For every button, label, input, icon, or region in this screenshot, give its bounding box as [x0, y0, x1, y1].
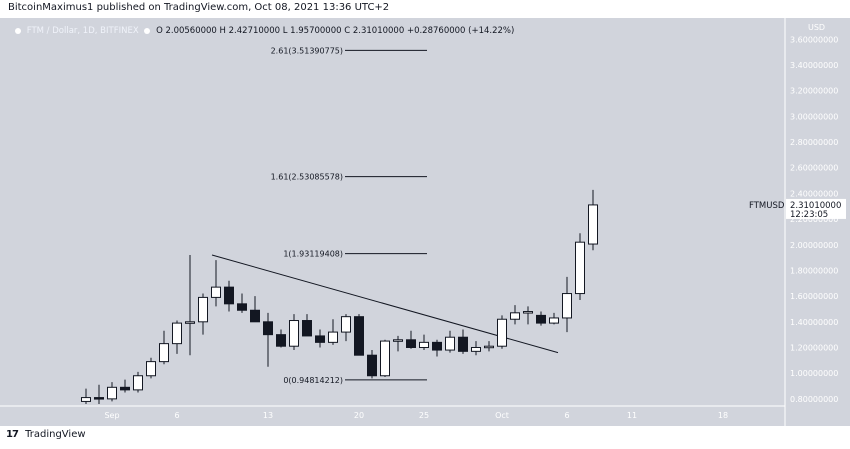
- footer-brand: TradingView: [25, 429, 86, 440]
- x-tick-label: 6: [564, 411, 569, 420]
- candle-body[interactable]: [224, 286, 234, 305]
- footer: 17 TradingView: [6, 429, 86, 440]
- candle-body[interactable]: [393, 339, 403, 342]
- candle-body[interactable]: [406, 339, 416, 348]
- legend-low: L 1.95700000: [282, 26, 342, 36]
- candle-body[interactable]: [497, 318, 507, 347]
- legend-change: +0.28760000 (+14.22%): [406, 26, 515, 36]
- candle-body[interactable]: [250, 309, 260, 323]
- y-tick-label: 2.40000000: [790, 189, 838, 198]
- candle-body[interactable]: [510, 312, 520, 320]
- candle-body[interactable]: [575, 241, 585, 295]
- y-axis-unit-label: USD: [808, 23, 825, 32]
- publisher-line: BitcoinMaximus1 published on TradingView…: [8, 2, 390, 13]
- candle-body[interactable]: [302, 320, 312, 337]
- legend-close: C 2.31010000: [344, 26, 405, 36]
- x-tick-label: Sep: [104, 411, 119, 420]
- candle-body[interactable]: [380, 340, 390, 377]
- fib-level-label: 1.61(2.53085578): [271, 173, 343, 182]
- chart-legend: FTM / Dollar, 1D, BITFINEX O 2.00560000 …: [12, 26, 514, 36]
- x-tick-label: 20: [354, 411, 364, 420]
- y-tick-label: 3.20000000: [790, 87, 838, 96]
- x-tick-label: 13: [263, 411, 273, 420]
- candle-body[interactable]: [172, 322, 182, 345]
- candle-body[interactable]: [133, 375, 143, 391]
- candle-body[interactable]: [81, 397, 91, 402]
- candle-body[interactable]: [588, 204, 598, 245]
- candle-body[interactable]: [523, 311, 533, 314]
- candle-body[interactable]: [211, 286, 221, 298]
- y-tick-label: 2.20000000: [790, 215, 838, 224]
- candle-body[interactable]: [315, 335, 325, 343]
- candle-body[interactable]: [263, 321, 273, 336]
- candle-body[interactable]: [159, 343, 169, 363]
- fib-level-label: 1(1.93119408): [283, 250, 343, 259]
- candle-body[interactable]: [328, 331, 338, 343]
- candle-body[interactable]: [185, 321, 195, 324]
- candle-body[interactable]: [536, 314, 546, 324]
- y-tick-label: 3.40000000: [790, 61, 838, 70]
- x-tick-label: Oct: [495, 411, 509, 420]
- y-tick-label: 1.80000000: [790, 266, 838, 275]
- y-tick-label: 0.80000000: [790, 395, 838, 404]
- legend-status-dot-icon: [144, 27, 151, 34]
- last-price-box: [786, 198, 846, 219]
- y-tick-label: 1.00000000: [790, 369, 838, 378]
- legend-open: O 2.00560000: [156, 26, 217, 36]
- last-price-symbol: FTMUSD: [749, 201, 785, 211]
- candle-body[interactable]: [458, 336, 468, 352]
- x-tick-label: 25: [419, 411, 429, 420]
- legend-dot-icon: [15, 27, 21, 34]
- candle-body[interactable]: [198, 296, 208, 323]
- candle-body[interactable]: [432, 341, 442, 351]
- fib-level-label: 2.61(3.51390775): [271, 46, 343, 55]
- fib-level-label: 0(0.94814212): [283, 376, 343, 385]
- candle-body[interactable]: [120, 386, 130, 391]
- candle-body[interactable]: [289, 320, 299, 347]
- candle-body[interactable]: [419, 341, 429, 348]
- last-price-value: 2.31010000: [790, 201, 841, 211]
- legend-high: H 2.42710000: [219, 26, 281, 36]
- candle-body[interactable]: [94, 397, 104, 400]
- candle-body[interactable]: [146, 361, 156, 377]
- y-tick-label: 1.20000000: [790, 343, 838, 352]
- candle-body[interactable]: [354, 316, 364, 356]
- y-tick-label: 2.80000000: [790, 138, 838, 147]
- legend-symbol: FTM / Dollar, 1D, BITFINEX: [26, 26, 139, 36]
- y-tick-label: 2.60000000: [790, 164, 838, 173]
- candle-body[interactable]: [237, 303, 247, 311]
- chart-frame: [0, 18, 850, 426]
- tradingview-logo-icon: 17: [6, 429, 19, 440]
- candle-body[interactable]: [276, 334, 286, 347]
- y-tick-label: 1.40000000: [790, 318, 838, 327]
- candle-body[interactable]: [445, 336, 455, 351]
- candle-body[interactable]: [562, 293, 572, 319]
- x-tick-label: 18: [718, 411, 728, 420]
- candle-body[interactable]: [549, 317, 559, 324]
- candle-body[interactable]: [471, 346, 481, 352]
- last-price-countdown: 12:23:05: [790, 210, 828, 220]
- candle-body[interactable]: [367, 354, 377, 377]
- x-tick-label: 11: [627, 411, 637, 420]
- candle-body[interactable]: [341, 316, 351, 333]
- y-tick-label: 3.60000000: [790, 35, 838, 44]
- y-tick-label: 1.60000000: [790, 292, 838, 301]
- candle-body[interactable]: [107, 386, 117, 400]
- y-tick-label: 3.00000000: [790, 112, 838, 121]
- candle-body[interactable]: [484, 345, 494, 349]
- x-tick-label: 6: [174, 411, 179, 420]
- y-tick-label: 2.00000000: [790, 241, 838, 250]
